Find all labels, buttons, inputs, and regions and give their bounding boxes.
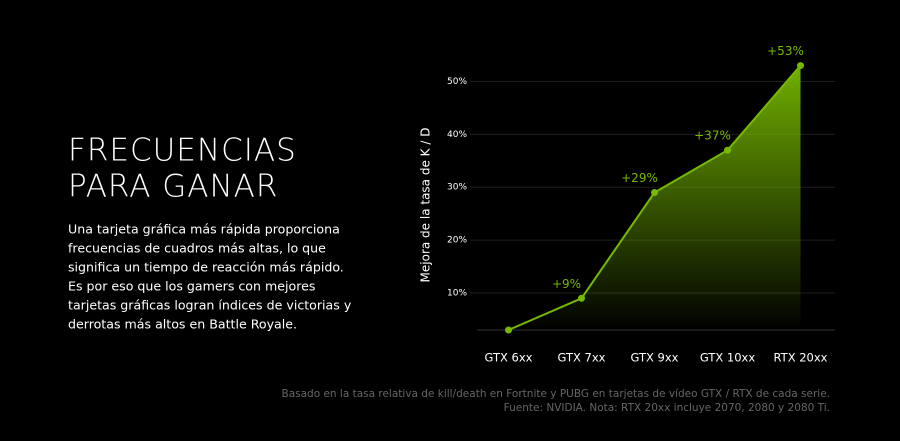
body-text: Es por eso que los gamers con mejores [68,279,315,294]
y-tick-label: 30% [447,183,467,193]
point [578,294,585,302]
footnote: Fuente: NVIDIA. Nota: RTX 20xx incluye 2… [504,402,830,414]
body-text: frecuencias de cuadros más altas, lo que [68,241,326,256]
value-label: +53% [767,44,804,58]
x-tick-label: GTX 7xx [558,351,606,365]
point [651,189,658,196]
x-tick-label: RTX 20xx [774,351,828,365]
body-text: derrotas más altos en Battle Royale. [68,317,297,332]
y-axis-label: Mejora de la tasa de K / D [419,128,433,283]
body-text: significa un tiempo de reacción más rápi… [68,260,344,275]
value-label: +9% [552,277,581,291]
body-text: Una tarjeta gráfica más rápida proporcio… [68,222,340,237]
y-tick-label: 40% [447,130,467,140]
area [508,65,801,331]
y-tick-label: 50% [447,77,467,87]
y-tick-label: 20% [447,236,467,246]
x-tick-label: GTX 9xx [631,351,679,365]
footnote: Basado en la tasa relativa de kill/death… [281,388,830,400]
value-label: +29% [621,171,658,185]
headline: FRECUENCIAS [68,133,297,169]
point [505,326,512,334]
y-tick-label: 10% [447,288,467,298]
x-tick-label: GTX 6xx [485,351,533,365]
point [797,62,804,70]
point [724,146,731,154]
headline: PARA GANAR [68,169,278,205]
body-text: tarjetas gráficas logran índices de vict… [68,298,352,313]
value-label: +37% [694,129,731,143]
x-tick-label: GTX 10xx [700,351,755,365]
